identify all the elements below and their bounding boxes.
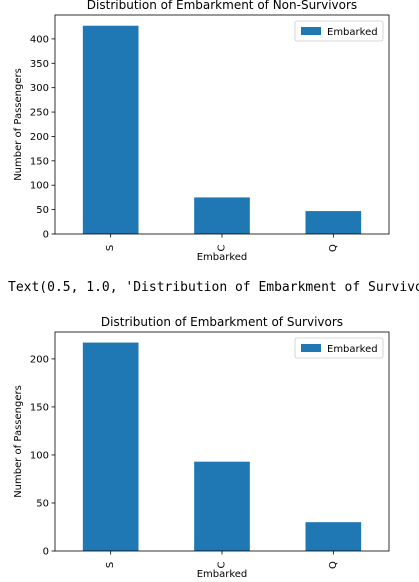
chart2-title: Distribution of Embarkment of Survivors: [101, 315, 343, 329]
chart1-bar-s: [82, 25, 139, 234]
chart2-ytick-label-50: 50: [36, 498, 49, 509]
chart2-ylabel: Number of Passengers: [13, 385, 24, 498]
chart2-legend-box: [294, 337, 384, 359]
chart2-xlabel: Embarked: [197, 569, 248, 580]
chart2-ytick-label-0: 0: [43, 547, 49, 558]
chart1-bar-c: [194, 197, 250, 234]
chart2-ytick-label-100: 100: [30, 450, 49, 461]
chart1-ytick-label-250: 250: [30, 108, 49, 119]
chart1-legend-label: Embarked: [327, 27, 378, 38]
chart2-xtick-label-q: Q: [328, 561, 339, 569]
chart1-xtick-label-c: C: [217, 244, 228, 251]
chart1-bar-q: [305, 211, 362, 234]
chart2-legend-swatch: [301, 344, 321, 352]
chart1-legend-box: [294, 20, 384, 42]
chart1-ytick-label-50: 50: [36, 205, 49, 216]
chart1-ylabel: Number of Passengers: [13, 68, 24, 181]
chart2-bar-c: [194, 461, 250, 551]
chart2-ytick-label-200: 200: [30, 354, 49, 365]
chart1-xlabel: Embarked: [197, 252, 248, 263]
chart1-ytick-label-200: 200: [30, 132, 49, 143]
chart2-bar-s: [82, 342, 139, 551]
chart1-ytick-label-0: 0: [43, 230, 49, 241]
chart1-ytick-label-100: 100: [30, 181, 49, 192]
chart1-xtick-label-q: Q: [328, 244, 339, 252]
chart2-xtick-label-c: C: [217, 561, 228, 568]
chart1-legend-swatch: [301, 27, 321, 35]
chart1-ytick-label-400: 400: [30, 34, 49, 45]
chart1-ytick-label-350: 350: [30, 59, 49, 70]
chart2-ytick-label-150: 150: [30, 402, 49, 413]
chart2-legend-label: Embarked: [327, 344, 378, 355]
chart1-xtick-label-s: S: [105, 245, 116, 251]
chart1-ytick-label-300: 300: [30, 83, 49, 94]
chart2-xtick-label-s: S: [105, 562, 116, 568]
chart1-title: Distribution of Embarkment of Non-Surviv…: [87, 0, 357, 12]
chart2-bar-q: [305, 522, 362, 551]
chart1-ytick-label-150: 150: [30, 156, 49, 167]
cell-output-text: Text(0.5, 1.0, 'Distribution of Embarkme…: [8, 280, 419, 295]
